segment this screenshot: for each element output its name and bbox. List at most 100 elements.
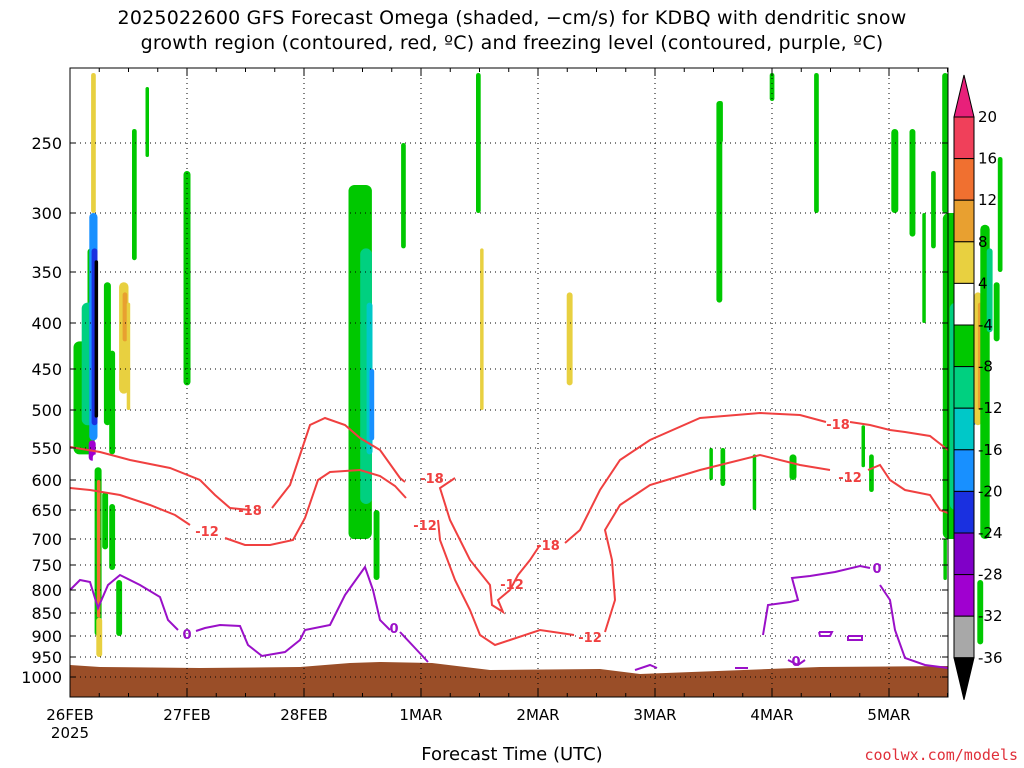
contour-label: -18 xyxy=(826,418,850,433)
omega-cell xyxy=(126,302,131,410)
contour-lines: -18 -18 -18 -18 -12 -12 -12 -12 -12 0 0 0 0 xyxy=(69,411,949,671)
chart-title-line-1: 2025022600 GFS Forecast Omega (shaded, −… xyxy=(117,7,907,29)
omega-cell xyxy=(116,580,123,636)
contour-minus18 xyxy=(438,477,541,615)
omega-cell xyxy=(91,73,96,213)
contour-zero xyxy=(847,635,863,641)
x-tick-label: 27FEB xyxy=(163,706,210,724)
colorbar-swatch xyxy=(953,116,975,160)
y-tick-label: 350 xyxy=(31,263,62,282)
x-tick-label: 2MAR xyxy=(516,706,559,724)
omega-cell xyxy=(789,454,797,480)
omega-cell xyxy=(993,282,1000,342)
y-tick-label: 300 xyxy=(31,204,62,223)
omega-cell xyxy=(716,101,723,303)
omega-cell xyxy=(861,425,865,468)
omega-cell xyxy=(709,448,713,480)
contour-zero xyxy=(879,584,949,669)
omega-cell xyxy=(600,213,605,342)
colorbar-bottom-arrow xyxy=(953,657,975,700)
colorbar-label: -8 xyxy=(978,358,993,376)
omega-cell xyxy=(752,454,757,510)
contour-label: 0 xyxy=(182,628,191,643)
colorbar-label: -20 xyxy=(978,482,1003,500)
omega-cell xyxy=(202,565,207,604)
contour-label: 0 xyxy=(791,655,800,670)
x-axis-label: Forecast Time (UTC) xyxy=(421,744,603,765)
y-tick-label: 700 xyxy=(31,530,62,549)
omega-cell xyxy=(566,292,573,386)
omega-cell xyxy=(480,248,484,410)
omega-cell xyxy=(83,73,90,249)
omega-cell xyxy=(136,467,140,504)
contour-label: -12 xyxy=(838,471,862,486)
x-tick-label: 28FEB xyxy=(280,706,327,724)
omega-cell xyxy=(801,171,809,342)
colorbar-swatch xyxy=(953,407,975,451)
contour-zero xyxy=(69,573,179,631)
omega-cell xyxy=(613,143,617,249)
contour-minus18 xyxy=(564,411,827,544)
omega-cell xyxy=(145,87,149,157)
credit-text: coolwx.com/models xyxy=(864,746,1018,764)
contour-zero xyxy=(195,564,391,658)
y-tick-label: 850 xyxy=(31,604,62,623)
omega-cell xyxy=(891,129,899,213)
colorbar-label: 4 xyxy=(978,274,988,292)
y-tick-label: 450 xyxy=(31,360,62,379)
colorbar-label: -32 xyxy=(978,607,1003,625)
contour-label: -18 xyxy=(238,504,262,519)
colorbar-swatch xyxy=(953,366,975,409)
colorbar-label: 16 xyxy=(978,150,997,168)
contour-minus18 xyxy=(271,416,406,509)
omega-cell xyxy=(943,539,947,580)
omega-cell xyxy=(373,510,380,580)
contour-minus18 xyxy=(849,421,949,451)
y-tick-label: 1000 xyxy=(21,668,62,687)
colorbar-label: -24 xyxy=(978,524,1003,542)
colorbar-swatch xyxy=(953,449,975,492)
colorbar-swatch xyxy=(953,158,975,201)
omega-cell xyxy=(893,644,897,653)
contour-label: -18 xyxy=(420,472,444,487)
colorbar-top-arrow xyxy=(953,74,975,118)
omega-cell xyxy=(147,341,152,394)
contour-minus12 xyxy=(603,453,831,633)
omega-cell xyxy=(814,73,819,213)
ground-layer xyxy=(70,662,948,697)
omega-cell xyxy=(931,171,936,249)
omega-cell xyxy=(909,129,916,237)
chart-title: 2025022600 GFS Forecast Omega (shaded, −… xyxy=(0,6,1024,56)
contour-zero xyxy=(762,564,871,636)
colorbar-label: -4 xyxy=(978,316,993,334)
y-tick-label: 650 xyxy=(31,501,62,520)
omega-cell xyxy=(718,101,723,143)
y-tick-label: 750 xyxy=(31,556,62,575)
contour-label: 0 xyxy=(872,562,881,577)
omega-cell xyxy=(401,143,406,249)
omega-cell xyxy=(191,213,195,351)
omega-cell xyxy=(369,369,375,441)
x-tick-sublabel: 2025 xyxy=(51,724,89,742)
chart-title-line-2: growth region (contoured, red, ºC) and f… xyxy=(140,32,884,54)
omega-cell xyxy=(986,248,993,333)
colorbar-label: -16 xyxy=(978,441,1003,459)
omega-cell xyxy=(852,213,860,369)
contour-zero xyxy=(634,663,658,671)
omega-cell xyxy=(922,213,926,323)
omega-cell xyxy=(103,282,111,426)
omega-cell xyxy=(102,492,109,550)
colorbar-swatch xyxy=(953,324,975,368)
contour-label: -12 xyxy=(500,578,524,593)
omega-cell xyxy=(96,480,101,618)
colorbar-label: -12 xyxy=(978,399,1003,417)
colorbar: 20 16 12 8 4 -4 -8 -12 -16 -20 -24 -28 -32 -36 xyxy=(953,74,1003,700)
omega-cell xyxy=(463,385,468,455)
omega-cell xyxy=(453,527,460,590)
x-tick-label: 4MAR xyxy=(750,706,793,724)
omega-cell xyxy=(415,425,422,510)
colorbar-label: 8 xyxy=(978,233,988,251)
y-tick-label: 550 xyxy=(31,439,62,458)
omega-cell xyxy=(122,292,128,342)
contour-label: 0 xyxy=(389,622,398,637)
